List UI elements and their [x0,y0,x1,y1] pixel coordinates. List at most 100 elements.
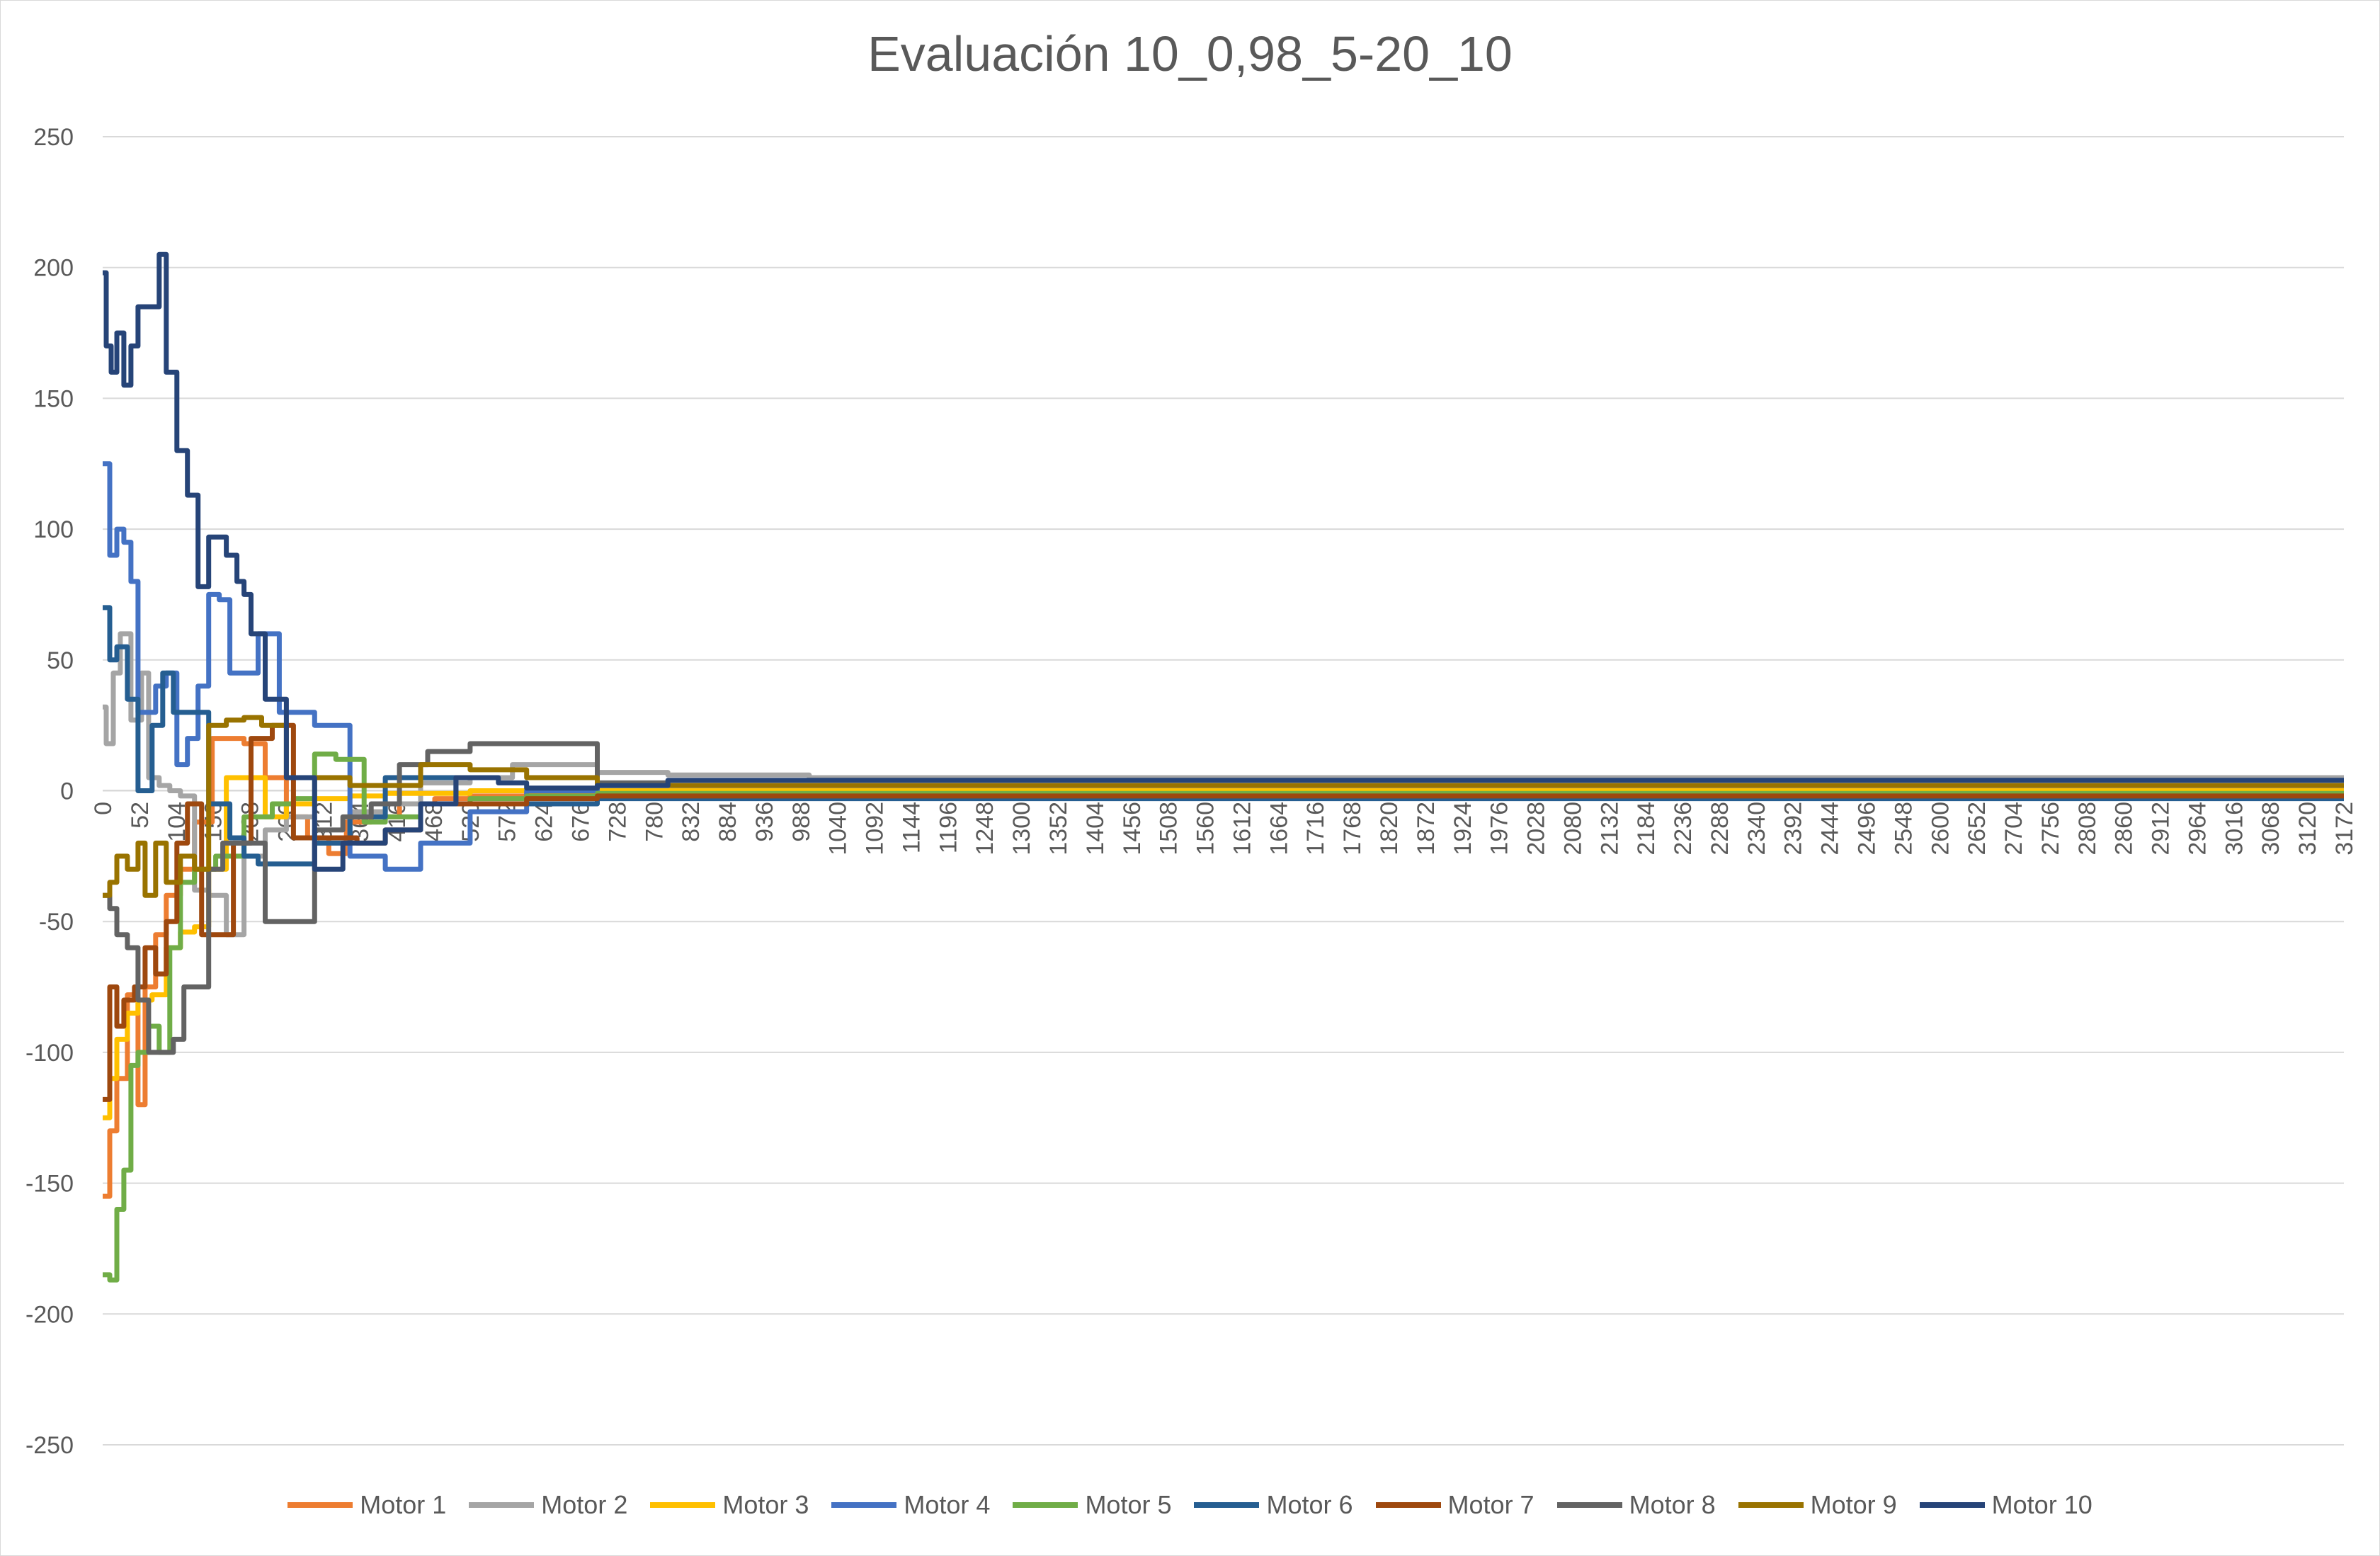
series-line-motor-3 [103,775,2344,1120]
series-line-motor-8 [103,741,2344,1055]
legend-swatch [650,1502,716,1508]
y-tick-label: 50 [47,647,74,674]
legend-item-motor-2: Motor 2 [469,1490,627,1520]
x-tick-label: 2808 [2074,802,2101,856]
x-tick-label: 1612 [1229,802,1256,856]
legend-label: Motor 1 [360,1490,447,1519]
x-tick-label: 832 [678,802,705,842]
x-tick-label: 2028 [1523,802,1550,856]
x-tick-label: 2080 [1559,802,1586,856]
legend-item-motor-10: Motor 10 [1919,1490,2093,1520]
y-tick-label: -200 [25,1301,74,1328]
x-tick-label: 3120 [2294,802,2321,856]
x-tick-label: 2860 [2111,802,2138,856]
legend-item-motor-6: Motor 6 [1194,1490,1353,1520]
legend-label: Motor 8 [1629,1490,1716,1519]
legend: Motor 1 Motor 2 Motor 3 Motor 4 Motor 5 Motor… [0,1490,2380,1520]
legend-item-motor-4: Motor 4 [831,1490,990,1520]
x-tick-label: 1144 [898,802,925,853]
legend-swatch [1194,1502,1260,1508]
series-line-motor-9 [103,715,2344,898]
x-tick-label: 1924 [1450,802,1476,856]
legend-swatch [1919,1502,1985,1508]
legend-item-motor-8: Motor 8 [1556,1490,1716,1520]
y-tick-label: -50 [39,909,74,936]
x-tick-label: 2964 [2184,802,2211,856]
x-tick-label: 1560 [1192,802,1219,856]
x-tick-label: 2132 [1596,802,1623,856]
x-axis-tick-labels: 0 52 104 156 208 260 312 364 416 468 520 572 624 676 7… [90,802,2358,856]
x-tick-label: 2652 [1964,802,1991,856]
y-tick-label: -100 [25,1040,74,1067]
x-tick-label: 2704 [2000,802,2027,856]
legend-item-motor-1: Motor 1 [287,1490,446,1520]
legend-label: Motor 4 [904,1490,991,1519]
x-tick-label: 728 [604,802,631,842]
x-tick-label: 3068 [2257,802,2284,856]
x-tick-label: 1404 [1082,802,1109,856]
x-tick-label: 2444 [1817,802,1844,856]
legend-swatch [1738,1502,1804,1508]
x-tick-label: 1508 [1156,802,1183,856]
x-tick-label: 1664 [1265,802,1292,856]
x-tick-label: 3016 [2221,802,2248,856]
x-tick-label: 2756 [2037,802,2064,856]
legend-swatch [1013,1502,1078,1508]
legend-item-motor-9: Motor 9 [1738,1490,1897,1520]
x-tick-label: 572 [494,802,521,842]
x-tick-label: 780 [641,802,668,842]
legend-swatch [1556,1502,1622,1508]
legend-label: Motor 6 [1266,1490,1353,1519]
x-tick-label: 2548 [1890,802,1917,856]
y-tick-label: -150 [25,1171,74,1198]
y-tick-label: 200 [33,255,74,282]
x-tick-label: 2236 [1670,802,1697,856]
series-lines [103,251,2344,1283]
y-tick-label: -250 [25,1432,74,1459]
legend-label: Motor 2 [541,1490,628,1519]
x-tick-label: 1196 [935,802,962,853]
y-axis-tick-labels: 250 200 150 100 50 0 -50 -100 -150 -200 -250 [25,124,74,1459]
x-tick-label: 1820 [1376,802,1403,856]
legend-item-motor-7: Motor 7 [1375,1490,1535,1520]
x-tick-label: 988 [788,802,815,842]
y-tick-label: 150 [33,385,74,412]
x-tick-label: 2600 [1927,802,1954,856]
x-tick-label: 1976 [1486,802,1513,856]
x-tick-label: 2288 [1707,802,1733,856]
y-tick-label: 0 [60,778,74,805]
legend-label: Motor 10 [1991,1490,2093,1519]
legend-swatch [287,1502,353,1508]
legend-label: Motor 5 [1085,1490,1172,1519]
x-tick-label: 2912 [2148,802,2175,856]
legend-item-motor-5: Motor 5 [1013,1490,1171,1520]
x-tick-label: 52 [127,802,154,829]
x-tick-label: 676 [568,802,595,842]
y-tick-label: 250 [33,124,74,151]
y-tick-label: 100 [33,516,74,543]
x-tick-label: 468 [421,802,448,842]
x-tick-label: 1716 [1302,802,1329,856]
x-tick-label: 1040 [825,802,852,856]
x-tick-label: 1092 [862,802,889,856]
x-tick-label: 2392 [1780,802,1807,856]
x-tick-label: 1456 [1119,802,1146,856]
legend-label: Motor 3 [722,1490,809,1519]
series-line-motor-10 [103,251,2344,872]
x-tick-label: 1872 [1413,802,1440,856]
legend-item-motor-3: Motor 3 [650,1490,809,1520]
series-line-motor-4 [103,461,2344,872]
x-tick-label: 3172 [2331,802,2358,856]
x-tick-label: 1352 [1045,802,1072,856]
legend-label: Motor 7 [1447,1490,1535,1519]
legend-swatch [469,1502,535,1508]
x-tick-label: 884 [714,802,741,842]
x-tick-label: 936 [751,802,778,842]
x-tick-label: 2340 [1743,802,1770,856]
legend-swatch [831,1502,897,1508]
x-tick-label: 1248 [972,802,998,856]
chart-title: Evaluación 10_0,98_5-20_10 [867,26,1513,81]
x-tick-label: 2184 [1633,802,1660,856]
x-tick-label: 2496 [1853,802,1880,856]
legend-swatch [1375,1502,1441,1508]
